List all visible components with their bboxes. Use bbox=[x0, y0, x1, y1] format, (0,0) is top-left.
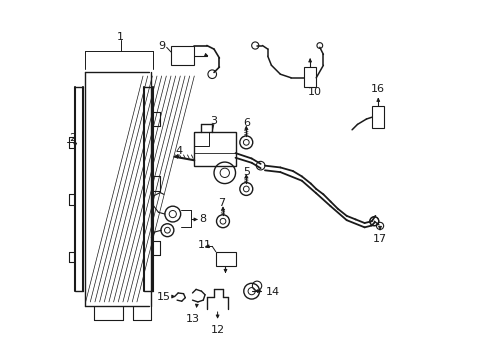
Bar bbox=[194, 132, 235, 166]
Bar bbox=[371, 107, 384, 128]
Bar bbox=[194, 132, 208, 146]
Text: 17: 17 bbox=[372, 234, 386, 244]
Text: 8: 8 bbox=[199, 215, 206, 224]
Text: 12: 12 bbox=[210, 325, 224, 335]
Text: 6: 6 bbox=[243, 118, 249, 128]
Bar bbox=[215, 252, 235, 266]
Text: 7: 7 bbox=[217, 198, 224, 208]
Text: 5: 5 bbox=[243, 167, 249, 177]
Text: 14: 14 bbox=[265, 287, 280, 297]
Bar bbox=[303, 67, 316, 87]
Text: 2: 2 bbox=[69, 133, 77, 143]
Text: 1: 1 bbox=[117, 32, 124, 41]
Text: 11: 11 bbox=[198, 239, 212, 249]
Text: 16: 16 bbox=[370, 84, 385, 94]
Text: 9: 9 bbox=[158, 41, 164, 50]
Text: 10: 10 bbox=[307, 87, 321, 97]
Text: 4: 4 bbox=[175, 146, 183, 156]
Bar bbox=[171, 45, 194, 65]
Text: 3: 3 bbox=[210, 116, 217, 126]
Text: 13: 13 bbox=[185, 315, 199, 324]
Text: 15: 15 bbox=[157, 292, 171, 302]
